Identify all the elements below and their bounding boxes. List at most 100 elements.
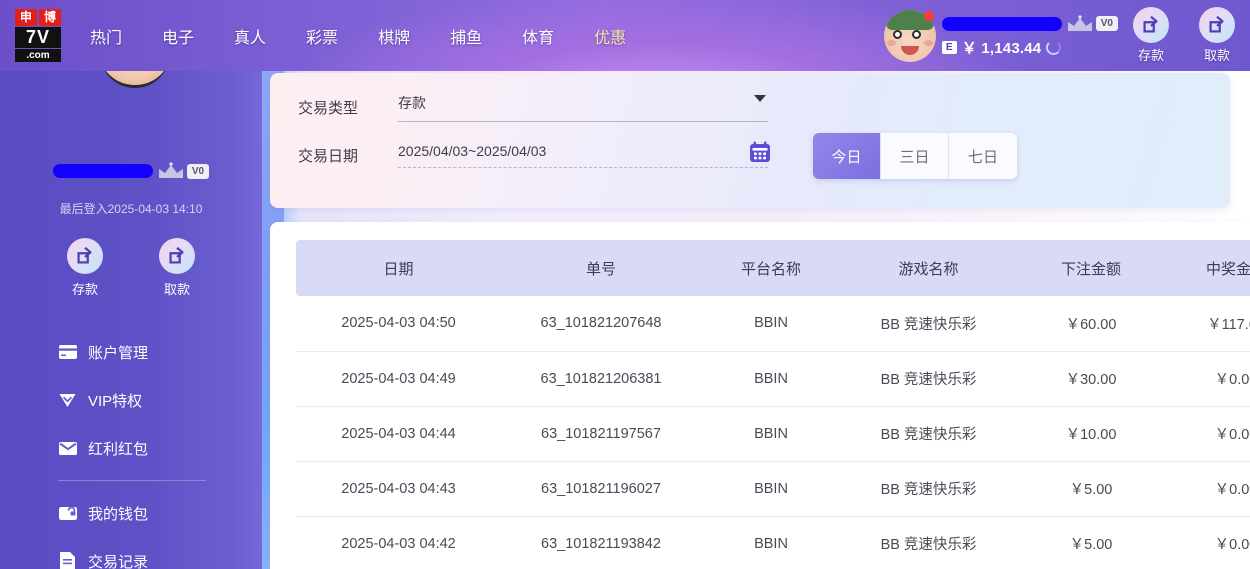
nav-item-hot[interactable]: 热门 <box>90 29 123 47</box>
deposit-icon <box>1133 7 1169 43</box>
table-row[interactable]: 2025-04-03 04:43 63_101821196027 BBIN BB… <box>296 461 1250 517</box>
calendar-icon[interactable] <box>748 140 772 169</box>
cell-platform: BBIN <box>701 406 841 462</box>
sidebar-item-label: 账户管理 <box>88 344 149 362</box>
cell-win: ￥0.00 <box>1166 461 1250 517</box>
diamond-icon <box>58 391 77 410</box>
cell-game: BB 竞速快乐彩 <box>841 296 1016 352</box>
envelope-icon <box>58 439 77 458</box>
range-button-today[interactable]: 今日 <box>813 133 881 179</box>
cell-platform: BBIN <box>701 461 841 517</box>
cell-order: 63_101821193842 <box>501 516 701 569</box>
sidebar-item-bonus-redpacket[interactable]: 红利红包 <box>0 424 262 472</box>
column-header-date: 日期 <box>296 240 501 296</box>
table-row[interactable]: 2025-04-03 04:49 63_101821206381 BBIN BB… <box>296 351 1250 407</box>
table-head: 日期 单号 平台名称 游戏名称 下注金额 中奖金额 <box>296 240 1250 296</box>
column-header-platform: 平台名称 <box>701 240 841 296</box>
nav-item-chess[interactable]: 棋牌 <box>378 29 411 47</box>
avatar-eye-right <box>911 29 921 39</box>
transaction-type-underline <box>398 121 768 122</box>
top-header: 申 博 7V .com 热门 电子 真人 彩票 棋牌 捕鱼 体育 优惠 <box>0 0 1250 71</box>
sidebar-item-account-management[interactable]: 账户管理 <box>0 328 262 376</box>
cell-bet: ￥5.00 <box>1016 461 1166 517</box>
header-quick-actions: 存款 取款 <box>1118 0 1250 71</box>
nav-item-electronic[interactable]: 电子 <box>162 29 195 47</box>
logo-badge-right: 博 <box>39 8 61 26</box>
cell-win: ￥0.00 <box>1166 351 1250 407</box>
cell-game: BB 竞速快乐彩 <box>841 406 1016 462</box>
site-logo[interactable]: 申 博 7V .com <box>12 7 64 63</box>
cell-date: 2025-04-03 04:49 <box>296 351 501 407</box>
filter-panel: 交易类型 存款 交易日期 2025/04/03~2025/04/03 <box>270 73 1230 208</box>
avatar-cheek-left <box>886 39 896 46</box>
last-login-text: 最后登入2025-04-03 14:10 <box>59 202 203 216</box>
column-header-game: 游戏名称 <box>841 240 1016 296</box>
avatar-eye-left <box>892 29 902 39</box>
nav-item-live[interactable]: 真人 <box>234 29 267 47</box>
header-deposit-button[interactable]: 存款 <box>1118 7 1184 64</box>
sidebar-item-label: 我的钱包 <box>88 505 149 523</box>
avatar-cheek-right <box>923 39 933 46</box>
records-table: 日期 单号 平台名称 游戏名称 下注金额 中奖金额 2025-04-03 04:… <box>296 240 1250 569</box>
chevron-down-icon[interactable] <box>754 95 766 102</box>
main-navigation: 热门 电子 真人 彩票 棋牌 捕鱼 体育 优惠 <box>70 0 646 71</box>
column-header-order: 单号 <box>501 240 701 296</box>
column-header-bet-amount: 下注金额 <box>1016 240 1166 296</box>
sidebar-withdraw-icon <box>159 238 195 274</box>
transaction-date-row: 交易日期 2025/04/03~2025/04/03 <box>298 141 770 168</box>
cell-win: ￥117.60 <box>1166 296 1250 352</box>
sidebar-item-vip-privileges[interactable]: VIP特权 <box>0 376 262 424</box>
crown-icon <box>1066 14 1094 33</box>
cell-game: BB 竞速快乐彩 <box>841 516 1016 569</box>
sidebar-deposit-button[interactable]: 存款 <box>53 238 117 298</box>
transaction-type-row: 交易类型 存款 <box>298 93 768 122</box>
cell-order: 63_101821196027 <box>501 461 701 517</box>
column-header-win-amount: 中奖金额 <box>1166 240 1250 296</box>
logo-badge-left: 申 <box>15 8 37 26</box>
table-body: 2025-04-03 04:50 63_101821207648 BBIN BB… <box>296 296 1250 569</box>
sidebar-item-label: VIP特权 <box>88 392 143 410</box>
avatar[interactable] <box>883 9 936 62</box>
cell-bet: ￥30.00 <box>1016 351 1166 407</box>
cell-game: BB 竞速快乐彩 <box>841 461 1016 517</box>
table-header-row: 日期 单号 平台名称 游戏名称 下注金额 中奖金额 <box>296 240 1250 296</box>
nav-item-fishing[interactable]: 捕鱼 <box>450 29 483 47</box>
range-button-seven-days[interactable]: 七日 <box>949 133 1017 179</box>
avatar-image <box>883 9 936 62</box>
sidebar-item-label: 交易记录 <box>88 553 149 569</box>
coin-icon: E <box>941 40 957 54</box>
records-table-card: 日期 单号 平台名称 游戏名称 下注金额 中奖金额 2025-04-03 04:… <box>270 222 1250 569</box>
table-row[interactable]: 2025-04-03 04:44 63_101821197567 BBIN BB… <box>296 406 1250 462</box>
withdraw-icon <box>1199 7 1235 43</box>
cell-bet: ￥60.00 <box>1016 296 1166 352</box>
nav-item-lottery[interactable]: 彩票 <box>306 29 339 47</box>
sidebar-item-label: 红利红包 <box>88 440 149 458</box>
table-row[interactable]: 2025-04-03 04:50 63_101821207648 BBIN BB… <box>296 296 1250 352</box>
avatar-hair <box>885 9 934 30</box>
balance-row: E ￥ 1,143.44 <box>941 37 1118 58</box>
sidebar-username-row: V0 <box>0 162 262 180</box>
transaction-type-select[interactable]: 存款 <box>398 93 768 122</box>
avatar-mouth <box>900 45 919 55</box>
sidebar-divider <box>58 480 206 481</box>
refresh-balance-icon[interactable] <box>1046 39 1062 55</box>
sidebar-item-transaction-records[interactable]: 交易记录 <box>0 537 262 569</box>
header-withdraw-button[interactable]: 取款 <box>1184 7 1250 64</box>
username-redacted <box>941 16 1062 31</box>
sidebar-quick-actions: 存款 取款 <box>0 238 262 298</box>
transaction-date-input[interactable]: 2025/04/03~2025/04/03 <box>398 141 770 168</box>
cell-platform: BBIN <box>701 351 841 407</box>
sidebar-menu: 账户管理 VIP特权 红利红包 <box>0 328 262 569</box>
sidebar-item-my-wallet[interactable]: 我的钱包 <box>0 489 262 537</box>
balance-amount: ￥ 1,143.44 <box>961 39 1042 57</box>
nav-item-promotions[interactable]: 优惠 <box>594 29 627 47</box>
cell-order: 63_101821207648 <box>501 296 701 352</box>
logo-badges: 申 博 <box>15 8 61 26</box>
logo-main-text: 7V <box>15 26 61 48</box>
table-row[interactable]: 2025-04-03 04:42 63_101821193842 BBIN BB… <box>296 516 1250 569</box>
range-button-three-days[interactable]: 三日 <box>881 133 949 179</box>
cell-date: 2025-04-03 04:42 <box>296 516 501 569</box>
header-user-area: V0 E ￥ 1,143.44 <box>883 0 1118 71</box>
nav-item-sports[interactable]: 体育 <box>522 29 555 47</box>
sidebar-withdraw-button[interactable]: 取款 <box>145 238 209 298</box>
